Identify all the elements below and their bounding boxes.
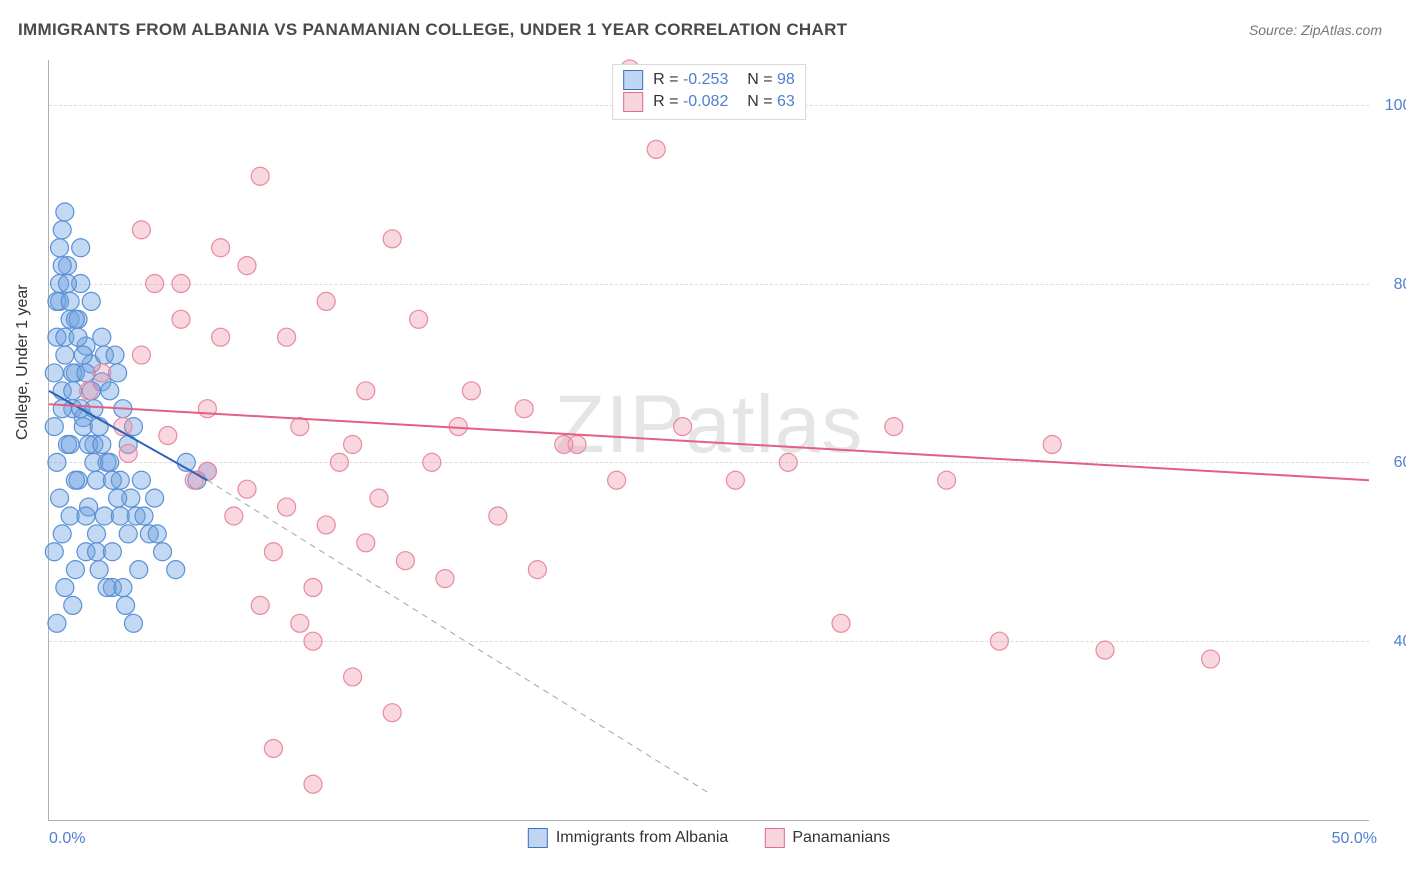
x-tick-label: 0.0% — [49, 830, 85, 848]
swatch-pink-icon — [623, 92, 643, 112]
scatter-svg — [49, 60, 1369, 820]
legend-label: Panamanians — [792, 829, 890, 847]
y-tick-label: 100.0% — [1379, 97, 1406, 115]
swatch-blue-icon — [623, 70, 643, 90]
legend-r-label: R = -0.253 — [653, 69, 728, 91]
series-legend: Immigrants from Albania Panamanians — [528, 828, 890, 848]
legend-n-label: N = 63 — [738, 91, 794, 113]
x-tick-label: 50.0% — [1332, 830, 1377, 848]
legend-item-albania: Immigrants from Albania — [528, 828, 729, 848]
chart-plot-area: ZIPatlas R = -0.253 N = 98 R = -0.082 N … — [48, 60, 1369, 821]
legend-row-panama: R = -0.082 N = 63 — [623, 91, 795, 113]
y-tick-label: 80.0% — [1379, 276, 1406, 294]
correlation-legend: R = -0.253 N = 98 R = -0.082 N = 63 — [612, 64, 806, 120]
swatch-blue-icon — [528, 828, 548, 848]
y-tick-label: 60.0% — [1379, 454, 1406, 472]
legend-row-albania: R = -0.253 N = 98 — [623, 69, 795, 91]
legend-label: Immigrants from Albania — [556, 829, 729, 847]
legend-item-panama: Panamanians — [764, 828, 890, 848]
y-axis-title: College, Under 1 year — [14, 284, 32, 440]
y-tick-label: 40.0% — [1379, 633, 1406, 651]
swatch-pink-icon — [764, 828, 784, 848]
chart-title: IMMIGRANTS FROM ALBANIA VS PANAMANIAN CO… — [18, 20, 847, 40]
legend-r-label: R = -0.082 — [653, 91, 728, 113]
legend-n-label: N = 98 — [738, 69, 794, 91]
source-attribution: Source: ZipAtlas.com — [1249, 22, 1382, 38]
